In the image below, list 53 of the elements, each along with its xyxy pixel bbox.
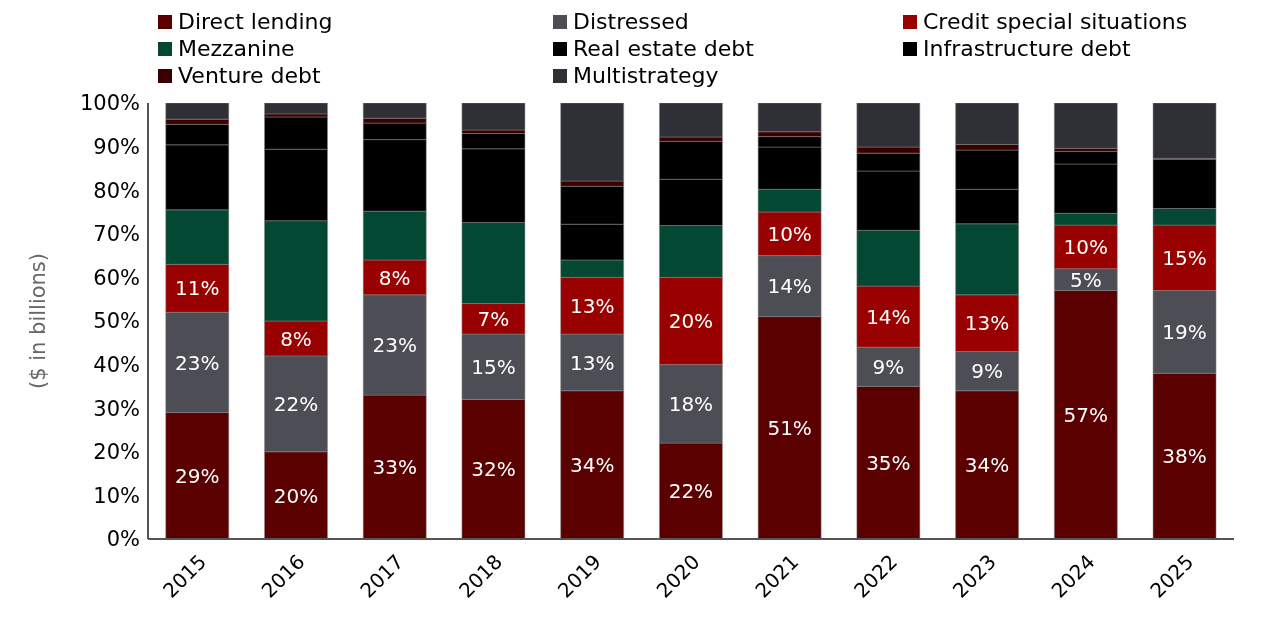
data-label: 8% [280, 326, 312, 351]
data-label: 33% [372, 455, 417, 480]
legend-label: Real estate debt [573, 36, 754, 61]
legend-label: Venture debt [178, 63, 321, 88]
legend-label: Credit special situations [923, 9, 1188, 34]
data-label: 5% [1069, 267, 1102, 292]
data-label: 38% [1162, 444, 1207, 469]
data-label: 34% [964, 452, 1010, 477]
data-label: 19% [1162, 320, 1207, 344]
y-tick-label: 70% [93, 222, 140, 247]
legend-label: Direct lending [178, 9, 333, 34]
data-label: 32% [471, 457, 516, 482]
data-label: 15% [471, 354, 516, 379]
y-tick-label: 30% [93, 396, 140, 421]
data-label: 34% [569, 452, 615, 477]
data-label: 15% [1162, 245, 1207, 270]
y-tick-label: 50% [93, 309, 140, 334]
data-label: 23% [175, 350, 220, 375]
data-label: 8% [378, 265, 411, 290]
data-label: 13% [569, 350, 615, 375]
legend-label: Multistrategy [573, 63, 719, 88]
data-label: 7% [477, 306, 510, 331]
data-label: 9% [872, 354, 905, 379]
data-label: 14% [767, 274, 812, 299]
data-label: 18% [668, 391, 714, 416]
data-label: 22% [273, 391, 319, 416]
data-label: 10% [767, 221, 812, 246]
y-tick-label: 10% [93, 483, 140, 508]
y-tick-label: 100% [79, 91, 140, 116]
data-label: 20% [273, 483, 319, 508]
data-label: 57% [1063, 402, 1109, 427]
y-axis-title: ($ in billions) [26, 252, 51, 390]
data-label: 11% [175, 276, 220, 301]
data-label: 20% [668, 309, 714, 334]
y-tick-label: 90% [93, 135, 140, 160]
legend-label: Infrastructure debt [923, 36, 1131, 61]
legend-label: Distressed [573, 9, 689, 34]
data-label: 23% [372, 333, 417, 358]
data-label: 22% [668, 479, 714, 504]
y-tick-label: 20% [93, 440, 140, 465]
data-label: 13% [569, 293, 615, 318]
y-tick-label: 80% [93, 178, 140, 203]
data-label: 14% [866, 304, 911, 329]
y-tick-label: 40% [93, 353, 140, 378]
y-tick-label: 60% [93, 265, 140, 290]
data-label: 9% [971, 359, 1003, 384]
data-label: 35% [866, 450, 911, 475]
y-tick-label: 0% [106, 527, 140, 552]
data-label: 29% [175, 463, 220, 488]
data-label: 13% [964, 311, 1010, 336]
data-label: 10% [1063, 234, 1109, 259]
legend-label: Mezzanine [178, 36, 295, 61]
data-label: 51% [767, 415, 812, 440]
